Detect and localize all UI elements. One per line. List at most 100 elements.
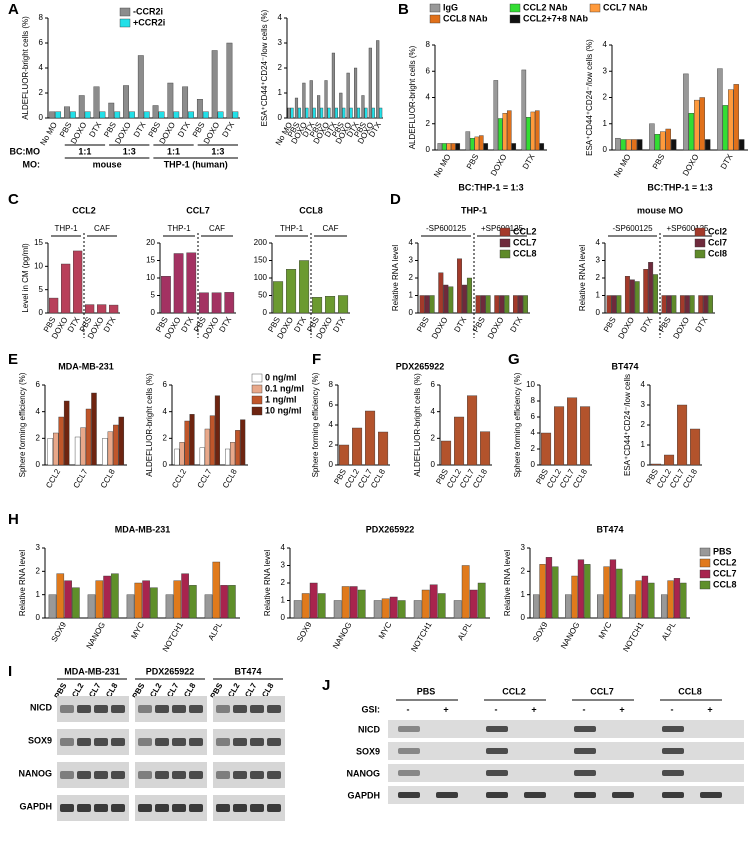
chart-title: mouse MO bbox=[637, 205, 683, 215]
legend-swatch bbox=[119, 18, 131, 28]
bar bbox=[173, 111, 180, 119]
bar bbox=[629, 279, 635, 314]
blot-lane: CCL2 bbox=[502, 686, 526, 696]
y-tick-label: 6 bbox=[431, 380, 436, 389]
blot-band bbox=[77, 738, 91, 746]
legend-swatch bbox=[251, 384, 263, 394]
x-tick-label: DOXO bbox=[616, 316, 636, 341]
y-tick-label: 2 bbox=[36, 433, 41, 442]
x-tick-label: DOXO bbox=[681, 153, 701, 178]
bar bbox=[199, 292, 209, 314]
bar bbox=[312, 107, 316, 119]
group-row-label: 1:3 bbox=[211, 146, 224, 156]
bar bbox=[111, 573, 119, 619]
y-tick-label: 2 bbox=[431, 433, 436, 442]
bar bbox=[606, 295, 612, 314]
bar bbox=[273, 281, 284, 314]
blot-band bbox=[662, 792, 684, 798]
blot-row-label: SOX9 bbox=[356, 746, 380, 756]
y-axis-label: Relative RNA level bbox=[263, 550, 272, 616]
bar bbox=[616, 568, 623, 619]
blot-band bbox=[524, 792, 546, 798]
y-axis-label: Sphere forming efficiency (%) bbox=[311, 372, 320, 477]
bar bbox=[679, 295, 685, 314]
bar bbox=[294, 97, 299, 119]
x-tick-label: SOX9 bbox=[295, 620, 314, 643]
blot-band bbox=[155, 771, 169, 779]
blot-band bbox=[94, 738, 108, 746]
blot-group: PDX265922 bbox=[146, 666, 195, 676]
group-label: +SP600125 bbox=[666, 224, 709, 233]
blot-band bbox=[94, 804, 108, 812]
y-tick-label: 4 bbox=[36, 407, 41, 416]
bar bbox=[376, 40, 380, 119]
y-tick-label: 1 bbox=[278, 88, 283, 97]
bar bbox=[615, 137, 621, 151]
x-tick-label: DTX bbox=[220, 120, 236, 139]
legend-label: CCL7 bbox=[713, 568, 737, 578]
y-tick-label: 0 bbox=[263, 308, 268, 317]
bar bbox=[667, 580, 674, 619]
legend-label: CCL7 NAb bbox=[603, 2, 648, 12]
x-tick-label: DOXO bbox=[671, 316, 691, 341]
y-axis-label: Relative RNA level bbox=[578, 245, 587, 311]
y-tick-label: 150 bbox=[254, 256, 268, 265]
bar bbox=[181, 573, 189, 619]
y-tick-label: 0 bbox=[521, 613, 526, 622]
bar bbox=[699, 97, 705, 151]
y-tick-label: 8 bbox=[531, 396, 536, 405]
blot-band bbox=[77, 705, 91, 713]
bar bbox=[126, 594, 135, 619]
bar bbox=[694, 99, 700, 151]
y-tick-label: 3 bbox=[281, 561, 286, 570]
bar bbox=[465, 131, 471, 151]
y-tick-label: 2 bbox=[521, 566, 526, 575]
legend-swatch bbox=[499, 249, 511, 259]
legend-label: Ccl8 bbox=[708, 248, 727, 258]
bar bbox=[196, 99, 203, 119]
bar bbox=[530, 111, 536, 151]
bar bbox=[118, 416, 125, 466]
x-tick-label: PBS bbox=[415, 316, 431, 334]
y-axis-label: ESA⁺CD44⁺CD24⁻/low cells (%) bbox=[585, 39, 594, 156]
y-tick-label: 8 bbox=[329, 380, 334, 389]
blot-band bbox=[189, 804, 203, 812]
group-label: CAF bbox=[94, 224, 110, 233]
bar bbox=[297, 107, 301, 119]
blot-row-label: GAPDH bbox=[19, 801, 52, 811]
bar bbox=[64, 580, 72, 619]
blot-row-label: GAPDH bbox=[347, 790, 380, 800]
x-tick-label: DTX bbox=[694, 315, 710, 334]
blot-band bbox=[267, 738, 281, 746]
bar bbox=[357, 589, 366, 619]
x-tick-label: SOX9 bbox=[531, 620, 550, 643]
y-tick-label: 10 bbox=[34, 261, 43, 270]
bar bbox=[609, 559, 617, 619]
bar bbox=[309, 80, 313, 119]
bar bbox=[664, 454, 675, 466]
blot-band bbox=[94, 705, 108, 713]
bar bbox=[230, 442, 236, 466]
bar bbox=[624, 276, 630, 314]
bar bbox=[429, 584, 438, 619]
blot-band bbox=[172, 705, 186, 713]
bar bbox=[235, 430, 241, 466]
bar bbox=[703, 295, 709, 314]
bar bbox=[49, 111, 56, 119]
bar bbox=[499, 295, 505, 314]
y-tick-label: 15 bbox=[146, 256, 155, 265]
y-tick-label: 20 bbox=[146, 238, 155, 247]
bar bbox=[413, 600, 422, 619]
x-tick-label: DTX bbox=[292, 315, 308, 334]
bar bbox=[85, 408, 92, 466]
bar bbox=[69, 111, 76, 119]
bar bbox=[584, 564, 591, 619]
bar bbox=[653, 274, 658, 314]
y-tick-label: 2 bbox=[409, 273, 414, 282]
bar bbox=[649, 123, 655, 151]
blot-row-label: NANOG bbox=[19, 768, 53, 778]
bar bbox=[301, 593, 310, 619]
blot-membrane bbox=[388, 720, 744, 738]
y-axis-label: Sphere forming efficiency (%) bbox=[18, 372, 27, 477]
y-tick-label: 3 bbox=[521, 543, 526, 552]
